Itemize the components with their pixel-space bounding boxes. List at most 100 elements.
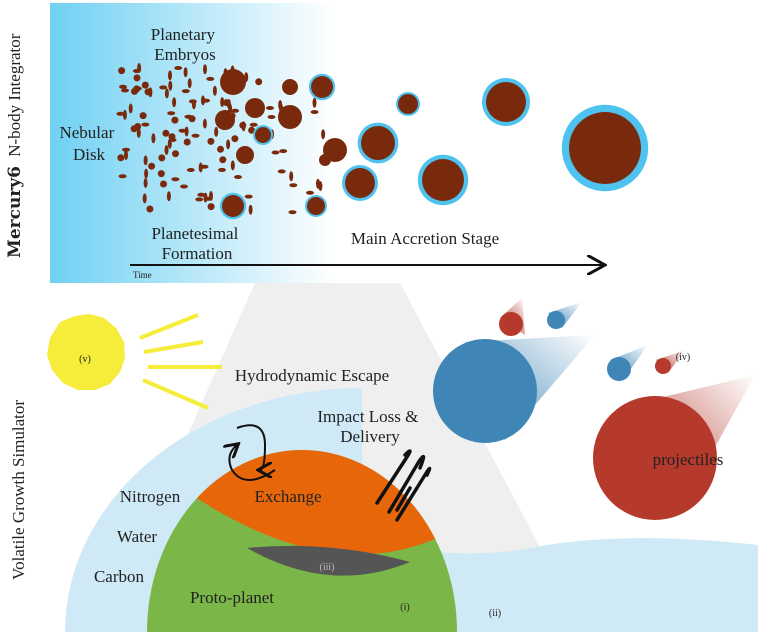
planetesimal (133, 74, 141, 82)
planetary-embryo (245, 98, 265, 118)
planetesimal (148, 87, 153, 98)
exchange-arrow-icon (236, 424, 265, 470)
planetesimal (174, 66, 183, 70)
planetary-embryo (319, 154, 331, 166)
planetesimal (226, 139, 231, 150)
planetesimal (244, 194, 253, 199)
planetesimal (141, 122, 150, 127)
planetesimal (306, 190, 314, 195)
planetesimal-formation-label: Planetesimal Formation (151, 224, 242, 263)
planetary-bodies (215, 69, 649, 220)
planetesimal (130, 125, 138, 133)
planetesimal (168, 133, 176, 141)
planetesimal (183, 138, 191, 146)
sun-icon (47, 314, 125, 390)
projectile-red-small (499, 298, 525, 336)
planetesimal (178, 128, 187, 133)
planetesimal (312, 97, 317, 108)
planetary-embryo (220, 69, 246, 95)
planetesimal (121, 88, 129, 93)
planetesimal (202, 118, 207, 129)
planetesimal (128, 103, 133, 114)
planetesimal (181, 89, 190, 94)
impact-loss-label: Impact Loss & Delivery (317, 407, 422, 446)
planetesimal (231, 135, 239, 143)
planetesimal (191, 99, 196, 110)
planetesimal (230, 160, 235, 171)
planetesimal (162, 129, 170, 137)
planetesimal (220, 97, 225, 108)
planetesimal (159, 85, 168, 90)
projectile-red-small (655, 350, 685, 374)
planetesimal (184, 126, 189, 137)
planetesimal (158, 154, 166, 162)
planetesimal (191, 133, 200, 138)
planetesimal (266, 106, 274, 110)
sun-rays-icon (139, 313, 222, 410)
planetesimal (226, 99, 231, 109)
planetary-embryo (486, 82, 526, 122)
planetesimal (172, 150, 179, 158)
planetary-embryo (282, 79, 298, 95)
planetary-embryo (222, 195, 244, 217)
planetesimal (248, 126, 256, 134)
planetesimal (122, 147, 130, 152)
nbody-side-label: Mercury6 N-body Integrator (5, 33, 25, 258)
planetesimal (218, 167, 226, 172)
nebular-disk-label: Nebular Disk (59, 123, 118, 164)
planetesimal (137, 63, 142, 73)
planetesimal (321, 129, 326, 140)
planetesimal (202, 98, 210, 103)
planetesimal (164, 145, 169, 155)
nitrogen-label: Nitrogen (120, 487, 181, 506)
planetesimal (212, 85, 217, 96)
planetesimal (198, 162, 203, 173)
planetesimal (249, 122, 258, 127)
proto-planet-label: Proto-planet (190, 588, 274, 607)
planetesimal (136, 127, 141, 138)
planetesimal (203, 64, 207, 75)
planetesimal (143, 155, 148, 166)
carbon-label: Carbon (94, 567, 145, 586)
planetesimal (166, 191, 171, 202)
time-label: Time (133, 270, 152, 280)
planetesimal (248, 204, 253, 215)
planetesimal (160, 180, 167, 188)
planetesimal (207, 203, 215, 211)
planetesimal (217, 145, 224, 153)
planetary-embryo (569, 112, 641, 184)
planetesimal (116, 111, 125, 116)
planetesimal (239, 121, 247, 129)
planetary-embryo (422, 159, 464, 201)
planetesimal (172, 97, 177, 108)
planetesimal (204, 196, 213, 201)
exchange-arrow-icon (229, 445, 276, 481)
planetesimal (118, 174, 127, 179)
planetesimal (131, 87, 138, 95)
planetesimal (186, 168, 195, 172)
label-ii: (ii) (489, 608, 501, 619)
hydrodynamic-escape-label: Hydrodynamic Escape (235, 366, 389, 385)
planetesimal (141, 81, 149, 89)
planetesimal (171, 116, 179, 124)
planetary-embryo (278, 105, 302, 129)
planetary-embryo (398, 94, 418, 114)
planetesimal (164, 88, 169, 99)
planetesimal (122, 109, 127, 120)
label-iii: (iii) (320, 562, 335, 573)
planetesimal (183, 67, 188, 78)
planetesimal (310, 110, 319, 114)
planetesimal-particles (116, 63, 326, 215)
planetesimal (146, 205, 154, 213)
label-i: (i) (400, 602, 409, 613)
planetesimal (214, 126, 219, 137)
planetesimal (207, 137, 215, 145)
planetesimal (187, 78, 192, 89)
water-label: Water (117, 527, 157, 546)
planetesimal (316, 178, 320, 189)
planetesimal (144, 168, 149, 179)
planetary-embryo (255, 127, 271, 143)
planetesimal (139, 112, 147, 120)
planetesimal (171, 177, 180, 182)
